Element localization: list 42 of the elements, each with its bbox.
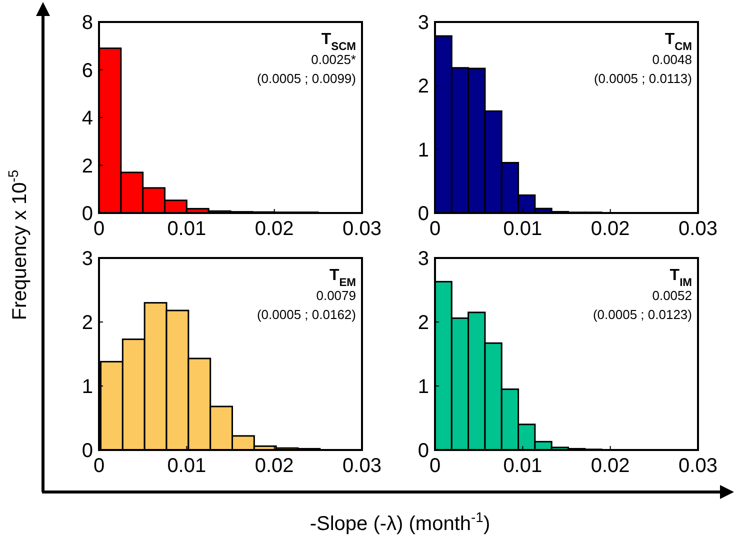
x-tick-label: 0.01 — [503, 455, 542, 477]
text: T$_{IM}$ — [670, 267, 692, 289]
y-tick-label: 1 — [82, 376, 93, 398]
text: T$_{CM}$ — [664, 31, 692, 53]
y-tick-label: 2 — [418, 312, 429, 334]
y-tick-label: 0 — [82, 440, 93, 462]
y-tick-label: 4 — [82, 108, 93, 130]
x-tick-label: 0.02 — [254, 455, 294, 477]
y-tick-label: 8 — [82, 12, 93, 34]
x-tick-label: 0.03 — [342, 218, 382, 240]
y-tick-label: 3 — [418, 248, 429, 270]
x-tick-label: 0.03 — [678, 218, 718, 240]
annotation: (0.0005 ; 0.0099) — [256, 71, 356, 86]
y-tick-label: 0 — [82, 203, 93, 225]
x-tick-label: 0.01 — [167, 455, 206, 477]
annotation: (0.0005 ; 0.0113) — [594, 71, 692, 86]
y-tick-label: 0 — [418, 203, 429, 225]
x-tick-label: 0.02 — [590, 218, 630, 240]
x-tick-label: 0.03 — [342, 455, 382, 477]
y-tick-label: 2 — [82, 155, 93, 178]
text: 0.0079 — [316, 288, 356, 303]
annotation: (0.0005 ; 0.0162) — [256, 307, 356, 322]
y-tick-label: 1 — [418, 376, 429, 398]
x-tick-label: 0.02 — [254, 218, 294, 240]
text: T$_{EM}$ — [329, 267, 356, 289]
x-axis-title: -Slope (-λ) (month$^{-1}$) — [310, 509, 490, 535]
annotation: (0.0005 ; 0.0123) — [592, 307, 692, 322]
y-tick-label: 6 — [82, 60, 93, 82]
x-tick-label: 0.03 — [678, 455, 718, 477]
y-tick-label: 0 — [418, 440, 429, 462]
x-tick-label: 0.01 — [167, 218, 206, 240]
x-tick-label: 0.02 — [590, 455, 630, 477]
y-tick-label: 3 — [82, 248, 93, 270]
text: 0.0052 — [652, 288, 692, 303]
y-tick-label: 2 — [82, 312, 93, 334]
text: 0.0025* — [311, 52, 356, 67]
x-tick-label: 0.01 — [503, 218, 542, 240]
y-tick-label: 3 — [418, 12, 429, 34]
text: T$_{SCM}$ — [321, 31, 356, 53]
y-tick-label: 2 — [418, 76, 429, 98]
text: 0.0048 — [652, 52, 692, 67]
y-tick-label: 1 — [418, 139, 429, 162]
